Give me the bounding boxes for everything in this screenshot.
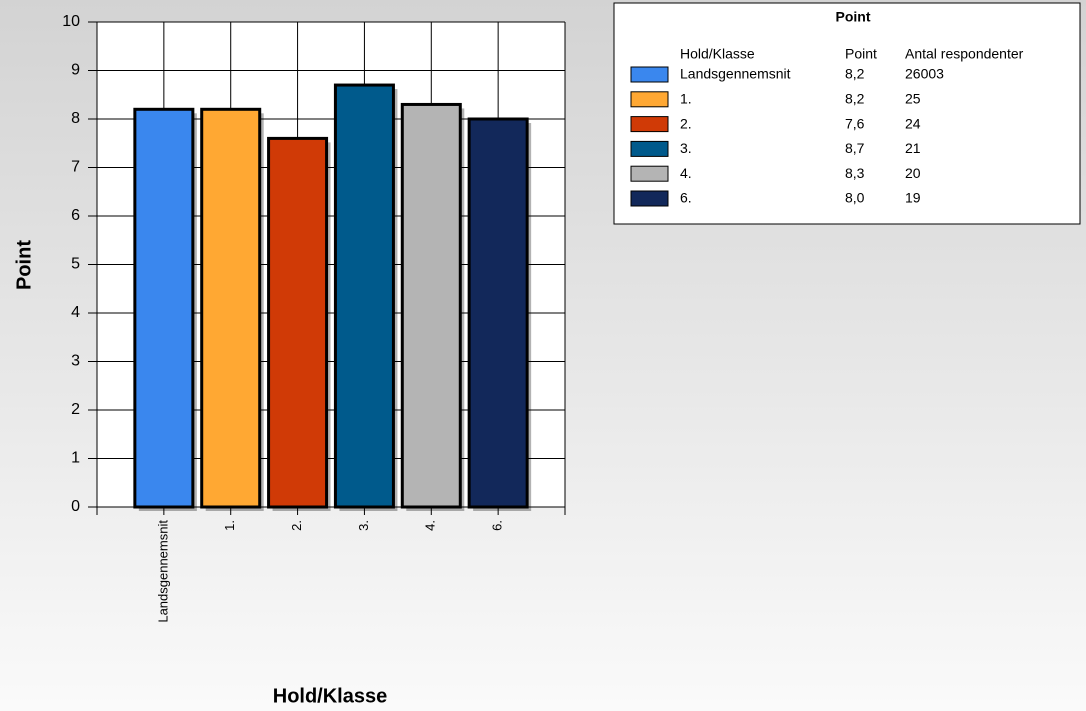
y-axis-label: Point bbox=[13, 240, 35, 290]
legend-point: 8,0 bbox=[845, 190, 865, 206]
legend-point: 8,7 bbox=[845, 140, 865, 156]
legend-header: Point bbox=[845, 46, 877, 62]
y-tick-label: 3 bbox=[71, 353, 80, 370]
legend-header: Hold/Klasse bbox=[680, 46, 755, 62]
x-tick-label: 3. bbox=[356, 520, 371, 531]
legend-swatch bbox=[630, 116, 669, 133]
legend-swatch bbox=[630, 165, 669, 182]
legend-respondents: 21 bbox=[905, 140, 921, 156]
x-axis-label: Hold/Klasse bbox=[273, 685, 387, 707]
y-tick-label: 10 bbox=[62, 13, 80, 30]
legend-swatch bbox=[630, 91, 669, 108]
legend-label: 1. bbox=[680, 91, 692, 107]
legend-point: 8,2 bbox=[845, 66, 865, 82]
y-tick-label: 9 bbox=[71, 62, 80, 79]
legend-label: 2. bbox=[680, 115, 692, 131]
x-tick-label: 1. bbox=[222, 520, 237, 531]
legend-respondents: 20 bbox=[905, 165, 921, 181]
legend-point: 8,3 bbox=[845, 165, 865, 181]
y-tick-label: 6 bbox=[71, 207, 80, 224]
legend-swatch bbox=[630, 66, 669, 83]
legend-title: Point bbox=[836, 9, 871, 25]
x-tick-label: Landsgennemsnit bbox=[155, 520, 170, 623]
y-tick-label: 1 bbox=[71, 450, 80, 467]
bar bbox=[400, 102, 462, 509]
legend-label: 3. bbox=[680, 140, 692, 156]
x-tick-label: 6. bbox=[490, 520, 505, 531]
legend-header: Antal respondenter bbox=[905, 46, 1024, 62]
legend-box bbox=[613, 2, 1081, 225]
bar bbox=[200, 107, 262, 509]
y-tick-label: 4 bbox=[71, 304, 80, 321]
legend-swatch bbox=[630, 190, 669, 207]
y-tick-label: 7 bbox=[71, 159, 80, 176]
bar bbox=[267, 136, 329, 509]
x-tick-label: 2. bbox=[289, 520, 304, 531]
legend-point: 7,6 bbox=[845, 115, 865, 131]
legend-label: 6. bbox=[680, 190, 692, 206]
legend-label: Landsgennemsnit bbox=[680, 66, 791, 82]
legend-label: 4. bbox=[680, 165, 692, 181]
y-tick-label: 5 bbox=[71, 256, 80, 273]
y-tick-label: 2 bbox=[71, 401, 80, 418]
x-tick-label: 4. bbox=[423, 520, 438, 531]
y-tick-label: 8 bbox=[71, 110, 80, 127]
legend-respondents: 24 bbox=[905, 115, 921, 131]
legend-respondents: 19 bbox=[905, 190, 921, 206]
legend-swatch bbox=[630, 140, 669, 157]
bar bbox=[333, 83, 395, 509]
legend-respondents: 25 bbox=[905, 91, 921, 107]
bar bbox=[467, 117, 529, 509]
legend-respondents: 26003 bbox=[905, 66, 944, 82]
y-tick-label: 0 bbox=[71, 498, 80, 515]
bar bbox=[133, 107, 195, 509]
legend-point: 8,2 bbox=[845, 91, 865, 107]
